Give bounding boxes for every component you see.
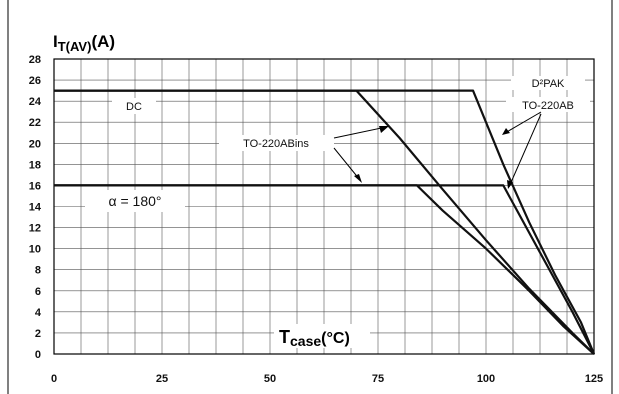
- arrow-to220ab-upper: [504, 111, 542, 134]
- axes: [53, 58, 595, 355]
- y-tick-label: 20: [29, 138, 41, 150]
- y-axis-title-unit: (A): [91, 32, 115, 51]
- y-tick-label: 26: [29, 75, 41, 87]
- label-to220abins: TO-220ABins: [243, 138, 309, 150]
- y-tick-label: 24: [29, 96, 42, 108]
- series-line-1: [54, 89, 595, 355]
- y-tick-label: 2: [35, 328, 41, 340]
- arrowhead-to220abins-lower: [354, 174, 362, 183]
- label-alpha-box: [85, 190, 185, 212]
- x-tick-label: 100: [477, 373, 495, 385]
- label-d2pak-box: [511, 76, 585, 90]
- x-axis-title: Tcase(°C): [279, 327, 350, 349]
- label-dc-box: [112, 98, 156, 114]
- y-tick-label: 8: [35, 265, 41, 277]
- series-line-4: [54, 184, 595, 355]
- y-tick-label: 6: [35, 286, 41, 298]
- y-tick-label: 22: [29, 117, 41, 129]
- annotation-arrows: [333, 111, 542, 189]
- arrow-to220abins-upper: [333, 126, 387, 139]
- y-tick-label: 10: [29, 244, 41, 256]
- x-axis-title-main: T: [279, 327, 290, 347]
- x-tick-label: 25: [156, 373, 168, 385]
- arrowhead-to220ab-upper: [502, 128, 510, 135]
- y-tick-label: 28: [29, 54, 41, 66]
- label-alpha: α = 180°: [108, 193, 161, 209]
- arrowhead-to220ab-lower: [507, 180, 513, 189]
- y-axis-title-sub: T(AV): [58, 39, 92, 54]
- y-axis-title-main: I: [53, 32, 58, 51]
- y-tick-label: 14: [29, 202, 42, 214]
- y-tick-label: 12: [29, 223, 41, 235]
- x-axis-title-box: [274, 324, 370, 348]
- arrowhead-to220abins-upper: [379, 126, 389, 133]
- label-to220ab-box: [506, 97, 590, 112]
- label-to220ab: TO-220AB: [522, 100, 574, 112]
- plot-border: [53, 58, 595, 355]
- x-tick-label: 125: [585, 373, 603, 385]
- label-dc: DC: [126, 101, 142, 113]
- x-tick-label: 50: [264, 373, 276, 385]
- x-axis-title-sub: case: [290, 333, 321, 349]
- arrow-to220abins-lower: [333, 147, 361, 181]
- y-tick-label: 0: [35, 349, 41, 361]
- series-line-2: [54, 89, 596, 355]
- x-tick-label: 75: [372, 373, 384, 385]
- series-lines: [54, 89, 596, 355]
- y-tick-label: 18: [29, 159, 41, 171]
- label-d2pak: D²PAK: [532, 78, 565, 90]
- y-tick-label: 16: [29, 180, 41, 192]
- x-axis-title-unit: (°C): [321, 330, 350, 347]
- y-tick-label: 4: [35, 307, 42, 319]
- arrow-to220ab-lower: [508, 113, 542, 188]
- x-tick-label: 0: [51, 373, 57, 385]
- y-axis-title: IT(AV)(A): [53, 32, 115, 54]
- label-to220abins-box: [219, 135, 334, 151]
